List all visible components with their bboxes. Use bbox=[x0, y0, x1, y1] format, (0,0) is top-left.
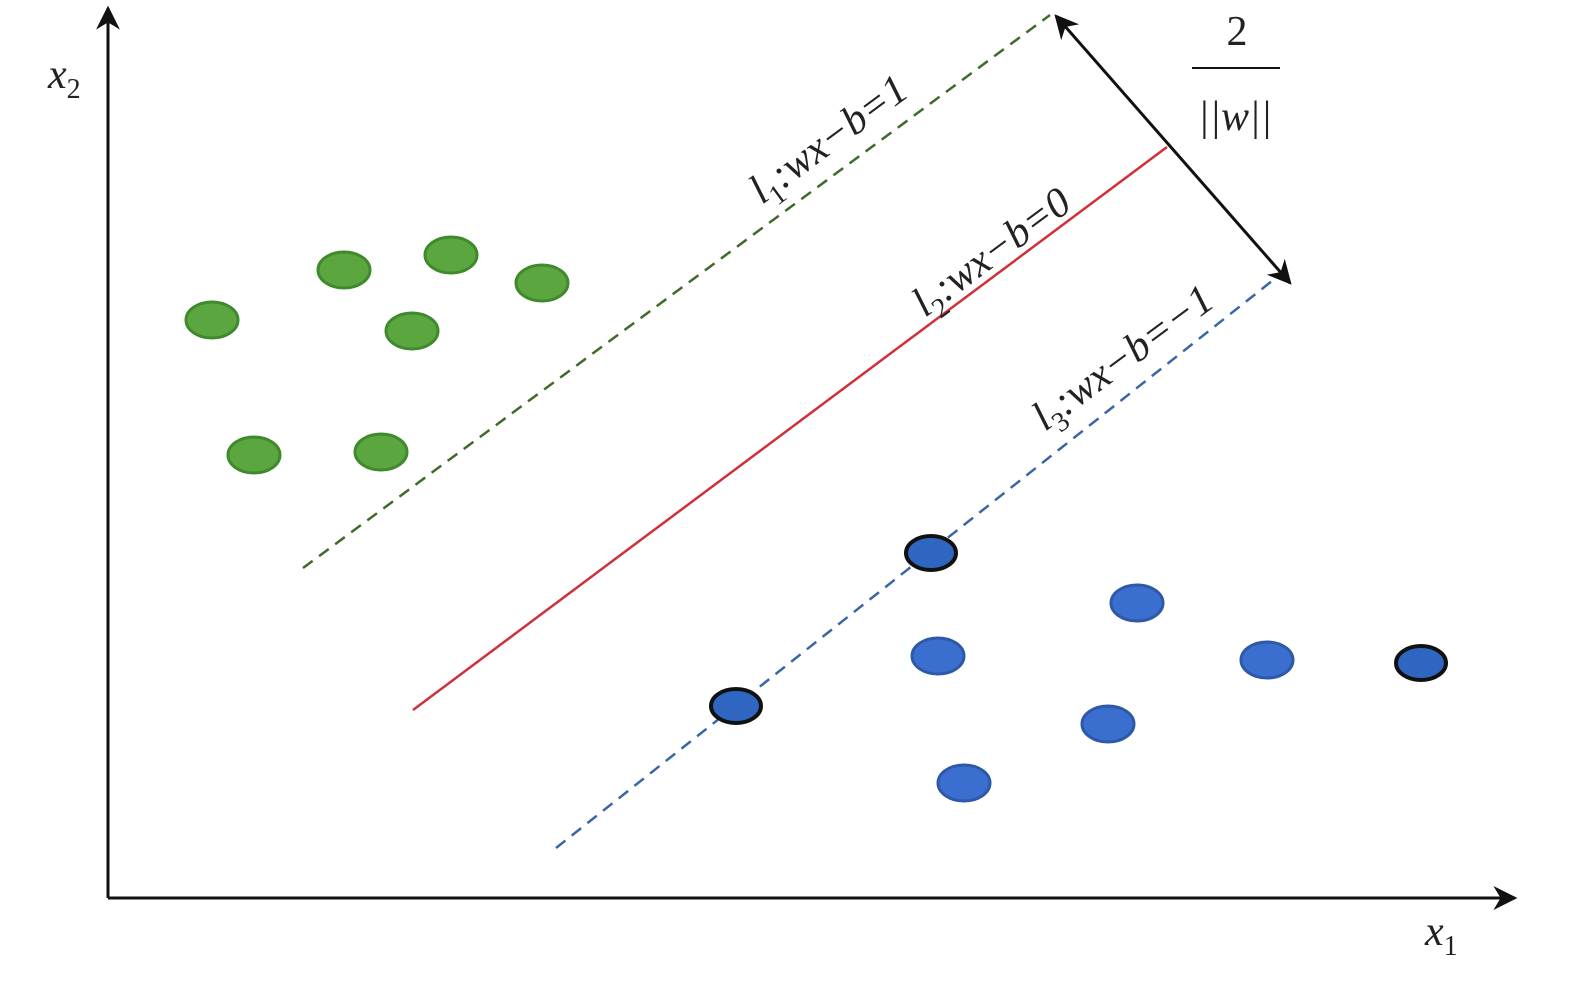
class-positive bbox=[184, 235, 570, 475]
margin-denominator: ||w|| bbox=[1198, 94, 1272, 140]
line-label: l2:wx−b=0 bbox=[904, 179, 1084, 332]
support-vector bbox=[1394, 644, 1448, 682]
point bbox=[910, 636, 966, 676]
margin-line-negative bbox=[555, 276, 1278, 849]
support-vector bbox=[904, 534, 958, 572]
point bbox=[1239, 640, 1295, 680]
point bbox=[936, 763, 992, 803]
support-vectors bbox=[709, 534, 1448, 725]
support-vector bbox=[709, 687, 763, 725]
decision-boundary bbox=[412, 145, 1168, 712]
margin-arrow bbox=[1054, 14, 1292, 285]
line-label: l3:wx−b=−1 bbox=[1024, 276, 1227, 446]
point bbox=[226, 435, 282, 475]
point bbox=[184, 300, 240, 340]
margin-numerator: 2 bbox=[1227, 9, 1248, 55]
point bbox=[1080, 704, 1136, 744]
point bbox=[514, 263, 570, 303]
point bbox=[316, 250, 372, 290]
y-axis-label: x2 bbox=[47, 52, 81, 105]
point bbox=[423, 235, 479, 275]
line-label: l1:wx−b=1 bbox=[741, 66, 921, 219]
point bbox=[353, 432, 409, 472]
point bbox=[384, 311, 440, 351]
x-axis-label: x1 bbox=[1424, 909, 1458, 962]
margin-line-positive bbox=[302, 13, 1051, 570]
point bbox=[1109, 583, 1165, 623]
class-negative bbox=[910, 583, 1295, 803]
